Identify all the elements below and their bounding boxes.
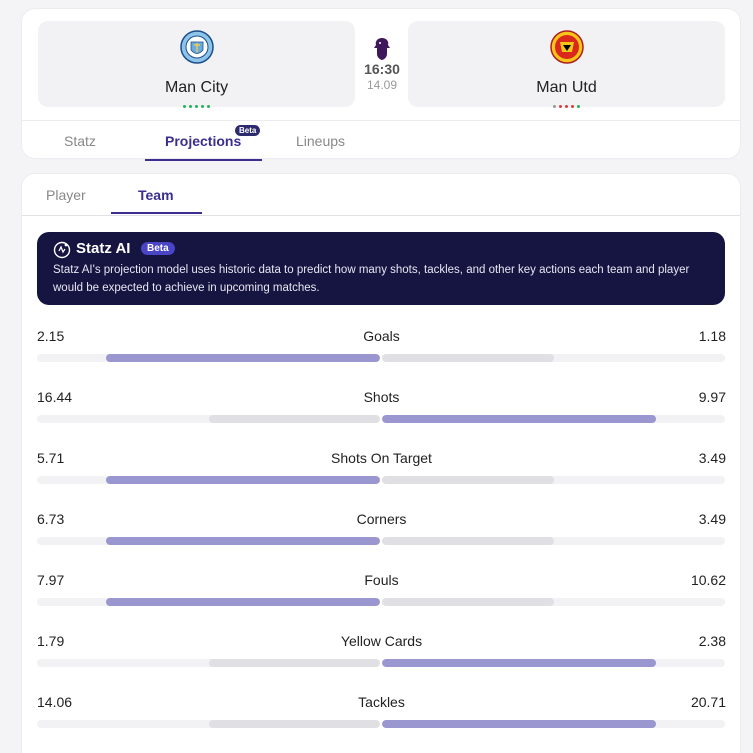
home-team-card[interactable]: Man City xyxy=(38,21,355,109)
form-dot xyxy=(207,105,210,108)
stat-label: Shots xyxy=(363,389,400,405)
away-team-name: Man Utd xyxy=(536,79,597,96)
stat-away-value: 20.71 xyxy=(690,694,726,710)
kickoff-time: 16:30 xyxy=(364,61,400,77)
stat-label: Goals xyxy=(363,328,400,344)
man-city-crest-icon xyxy=(179,30,214,64)
away-bar-track xyxy=(382,415,725,423)
home-bar-track xyxy=(37,415,380,423)
premier-league-icon xyxy=(374,38,390,60)
stat-home-value: 14.06 xyxy=(37,694,73,710)
stat-row: 16.44 Shots 9.97 xyxy=(37,389,726,441)
away-bar-fill xyxy=(382,537,554,545)
form-dot xyxy=(571,105,574,108)
away-bar-fill xyxy=(382,354,554,362)
tab-projections[interactable]: Projections xyxy=(165,133,242,149)
home-bar-track xyxy=(37,720,380,728)
home-bar-fill xyxy=(105,598,380,606)
stat-row: 5.71 Shots On Target 3.49 xyxy=(37,450,726,502)
away-bar-fill xyxy=(382,415,657,423)
stat-away-value: 10.62 xyxy=(690,572,726,588)
match-tabs: Statz Projections Beta Lineups xyxy=(22,120,740,161)
stat-home-value: 7.97 xyxy=(37,572,65,588)
active-tab-indicator xyxy=(145,159,262,161)
stat-row: 14.06 Tackles 20.71 xyxy=(37,694,726,746)
stat-row: 7.97 Fouls 10.62 xyxy=(37,572,726,624)
home-bar-fill xyxy=(208,659,380,667)
home-bar-track xyxy=(37,354,380,362)
away-bar-track xyxy=(382,659,725,667)
statz-ai-icon xyxy=(53,241,71,259)
home-bar-track xyxy=(37,598,380,606)
man-utd-crest-icon xyxy=(549,30,584,64)
match-card: Man City 16:30 14.09 Man Utd Statz Proje… xyxy=(21,8,741,161)
away-bar-track xyxy=(382,354,725,362)
kickoff-date: 14.09 xyxy=(366,78,398,92)
stat-label: Yellow Cards xyxy=(340,633,423,649)
home-form-dots xyxy=(38,105,355,109)
stat-home-value: 6.73 xyxy=(37,511,65,527)
projection-subtabs: Player Team xyxy=(22,174,740,216)
form-dot xyxy=(577,105,580,108)
home-bar-fill xyxy=(105,537,380,545)
home-bar-fill xyxy=(208,720,380,728)
form-dot xyxy=(183,105,186,108)
home-bar-fill xyxy=(105,476,380,484)
form-dot xyxy=(565,105,568,108)
away-bar-track xyxy=(382,720,725,728)
home-team-name: Man City xyxy=(164,79,229,96)
stat-row: 6.73 Corners 3.49 xyxy=(37,511,726,563)
stat-label: Fouls xyxy=(364,572,399,588)
stat-home-value: 5.71 xyxy=(37,450,65,466)
form-dot xyxy=(559,105,562,108)
home-bar-fill xyxy=(105,354,380,362)
stat-home-value: 1.79 xyxy=(37,633,65,649)
stat-label: Tackles xyxy=(358,694,405,710)
stat-away-value: 2.38 xyxy=(698,633,726,649)
statz-ai-banner: Statz AI Beta Statz AI's projection mode… xyxy=(37,232,725,305)
stat-away-value: 3.49 xyxy=(698,511,726,527)
form-dot xyxy=(201,105,204,108)
away-bar-fill xyxy=(382,720,657,728)
stat-home-value: 2.15 xyxy=(37,328,65,344)
form-dot xyxy=(195,105,198,108)
subtab-team[interactable]: Team xyxy=(138,187,174,203)
statz-ai-beta-badge: Beta xyxy=(141,242,175,255)
form-dot xyxy=(189,105,192,108)
projections-card: Player Team Statz AI Beta Statz AI's pro… xyxy=(21,173,741,753)
away-bar-fill xyxy=(382,598,554,606)
active-subtab-indicator xyxy=(111,212,202,214)
stat-label: Shots On Target xyxy=(331,450,432,466)
tab-lineups[interactable]: Lineups xyxy=(296,133,346,149)
stat-away-value: 9.97 xyxy=(698,389,726,405)
subtab-player[interactable]: Player xyxy=(46,187,86,203)
stat-row: 1.79 Yellow Cards 2.38 xyxy=(37,633,726,685)
away-bar-track xyxy=(382,598,725,606)
away-bar-fill xyxy=(382,476,554,484)
statz-ai-description: Statz AI's projection model uses histori… xyxy=(53,264,690,294)
tab-statz[interactable]: Statz xyxy=(64,133,96,149)
stat-row: 2.15 Goals 1.18 xyxy=(37,328,726,380)
statz-ai-title: Statz AI xyxy=(76,240,131,257)
home-bar-track xyxy=(37,537,380,545)
away-form-dots xyxy=(408,105,725,109)
stat-home-value: 16.44 xyxy=(37,389,73,405)
away-bar-fill xyxy=(382,659,657,667)
away-team-card[interactable]: Man Utd xyxy=(408,21,725,109)
stat-away-value: 3.49 xyxy=(698,450,726,466)
home-bar-track xyxy=(37,659,380,667)
stat-label: Corners xyxy=(356,511,407,527)
home-bar-fill xyxy=(208,415,380,423)
away-bar-track xyxy=(382,537,725,545)
stat-away-value: 1.18 xyxy=(698,328,726,344)
projections-beta-badge: Beta xyxy=(235,125,261,136)
away-bar-track xyxy=(382,476,725,484)
home-bar-track xyxy=(37,476,380,484)
form-dot xyxy=(553,105,556,108)
